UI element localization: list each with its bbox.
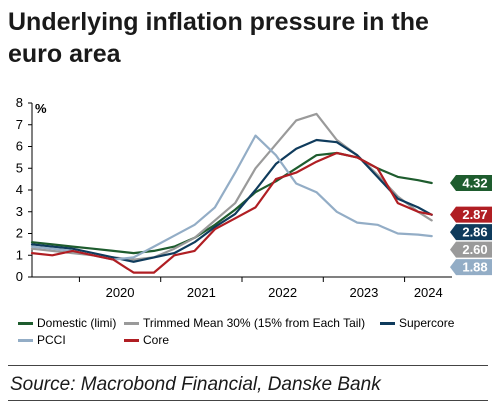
series-line-1	[30, 112, 433, 261]
legend-item-4: Core	[124, 333, 169, 347]
legend-item-3: PCCI	[18, 333, 66, 347]
y-tick-label: 0	[16, 269, 23, 284]
legend-label: Core	[143, 333, 170, 347]
y-tick-label: 5	[16, 160, 23, 175]
bottom-divider	[8, 400, 488, 401]
end-value-box-3	[450, 259, 492, 276]
end-value-box-0	[450, 175, 492, 192]
x-tick-label: 2023	[349, 285, 378, 300]
y-tick-label: 7	[16, 117, 23, 132]
end-value-box-4	[450, 206, 492, 223]
x-tick-label: 2024	[414, 285, 443, 300]
y-tick-label: 8	[16, 95, 23, 110]
legend-item-1: Trimmed Mean 30% (15% from Each Tail)	[124, 316, 365, 330]
end-value-label-1: 2.60	[462, 242, 487, 257]
legend-label: Domestic (limi)	[37, 316, 117, 330]
x-tick-label: 2022	[268, 285, 297, 300]
legend-item-0: Domestic (limi)	[18, 316, 116, 330]
end-value-label-4: 2.87	[462, 207, 487, 222]
end-value-label-2: 2.86	[462, 225, 487, 240]
legend-swatch	[18, 321, 33, 325]
legend-swatch	[124, 321, 139, 325]
x-tick-label: 2020	[106, 285, 135, 300]
source-divider	[8, 365, 488, 366]
legend-swatch	[124, 338, 139, 342]
chart-title: Underlying inflation pressure in the eur…	[8, 8, 429, 68]
source-note: Source: Macrobond Financial, Danske Bank	[10, 374, 381, 395]
y-tick-label: 1	[16, 247, 23, 262]
y-axis-unit-label: %	[35, 101, 47, 116]
end-value-box-1	[450, 241, 492, 258]
legend-label: PCCI	[37, 333, 66, 347]
y-tick-label: 4	[16, 182, 23, 197]
end-value-label-0: 4.32	[462, 176, 487, 191]
y-tick-label: 2	[16, 226, 23, 241]
series-line-2	[30, 138, 433, 263]
y-tick-label: 3	[16, 204, 23, 219]
y-tick-label: 6	[16, 139, 23, 154]
end-value-label-3: 1.88	[462, 260, 487, 275]
legend-label: Supercore	[399, 316, 455, 330]
legend-swatch	[380, 321, 395, 325]
chart-plot: 0 1 2 3 4 5 6 7 8 % 2020 2021 2022 2023 2024 4.32 2.87 2.…	[16, 95, 492, 300]
x-tick-label: 2021	[187, 285, 216, 300]
end-value-box-2	[450, 224, 492, 241]
legend-label: Trimmed Mean 30% (15% from Each Tail)	[143, 316, 366, 330]
series-line-4	[30, 151, 433, 274]
series-line-3	[30, 134, 433, 261]
legend-item-2: Supercore	[380, 316, 454, 330]
legend-swatch	[18, 338, 33, 342]
